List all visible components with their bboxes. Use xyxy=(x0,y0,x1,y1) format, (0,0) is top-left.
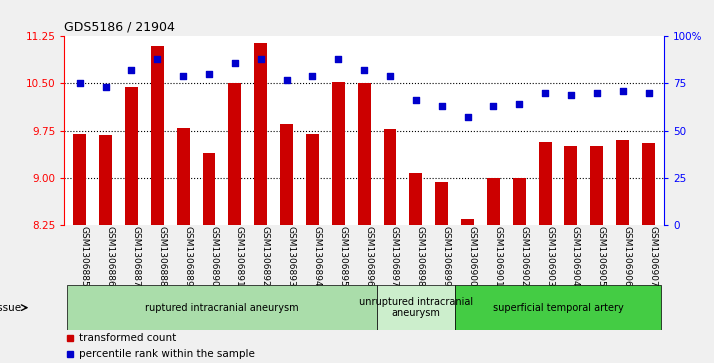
Point xyxy=(513,101,525,107)
Text: GSM1306887: GSM1306887 xyxy=(131,226,141,287)
Bar xyxy=(487,178,500,225)
Text: GSM1306895: GSM1306895 xyxy=(338,226,347,287)
Text: GSM1306906: GSM1306906 xyxy=(623,226,632,287)
Bar xyxy=(513,178,526,225)
Bar xyxy=(99,135,112,225)
Point xyxy=(488,103,499,109)
Bar xyxy=(461,219,474,225)
Point xyxy=(539,90,550,96)
Point xyxy=(281,77,292,83)
Text: GSM1306886: GSM1306886 xyxy=(106,226,115,287)
Text: GSM1306894: GSM1306894 xyxy=(313,226,321,287)
Point xyxy=(591,90,603,96)
Bar xyxy=(455,285,661,330)
Text: GSM1306907: GSM1306907 xyxy=(648,226,658,287)
Text: GSM1306896: GSM1306896 xyxy=(364,226,373,287)
Bar xyxy=(332,82,345,225)
Text: GSM1306889: GSM1306889 xyxy=(183,226,192,287)
Bar xyxy=(176,127,190,225)
Text: GSM1306897: GSM1306897 xyxy=(390,226,399,287)
Text: GSM1306885: GSM1306885 xyxy=(80,226,89,287)
Text: GSM1306901: GSM1306901 xyxy=(493,226,503,287)
Point xyxy=(410,98,421,103)
Text: ruptured intracranial aneurysm: ruptured intracranial aneurysm xyxy=(145,303,298,313)
Text: superficial temporal artery: superficial temporal artery xyxy=(493,303,623,313)
Point xyxy=(358,68,370,73)
Bar xyxy=(616,140,629,225)
Bar xyxy=(538,142,551,225)
Point xyxy=(565,92,577,98)
Point xyxy=(643,90,654,96)
Text: unruptured intracranial
aneurysm: unruptured intracranial aneurysm xyxy=(358,297,473,318)
Bar xyxy=(151,46,164,225)
Bar xyxy=(306,134,319,225)
Point xyxy=(384,73,396,79)
Text: GSM1306890: GSM1306890 xyxy=(209,226,218,287)
Point xyxy=(100,84,111,90)
Bar xyxy=(358,83,371,225)
Point xyxy=(333,56,344,62)
Text: GSM1306892: GSM1306892 xyxy=(261,226,270,287)
Bar xyxy=(642,143,655,225)
Point xyxy=(307,73,318,79)
Text: GSM1306899: GSM1306899 xyxy=(442,226,451,287)
Bar xyxy=(590,146,603,225)
Text: GSM1306903: GSM1306903 xyxy=(545,226,554,287)
Point xyxy=(229,60,241,66)
Text: GSM1306891: GSM1306891 xyxy=(235,226,244,287)
Text: transformed count: transformed count xyxy=(79,334,176,343)
Bar xyxy=(228,83,241,225)
Point xyxy=(178,73,189,79)
Bar xyxy=(436,182,448,225)
Bar xyxy=(383,129,396,225)
Point xyxy=(126,68,137,73)
Text: GSM1306898: GSM1306898 xyxy=(416,226,425,287)
Text: GSM1306902: GSM1306902 xyxy=(519,226,528,287)
Point xyxy=(203,71,215,77)
Text: GDS5186 / 21904: GDS5186 / 21904 xyxy=(64,21,175,34)
Text: GSM1306905: GSM1306905 xyxy=(597,226,605,287)
Bar xyxy=(203,153,216,225)
Text: GSM1306900: GSM1306900 xyxy=(468,226,476,287)
Bar xyxy=(377,285,455,330)
Text: tissue: tissue xyxy=(0,303,22,313)
Text: GSM1306904: GSM1306904 xyxy=(571,226,580,287)
Point xyxy=(255,56,266,62)
Bar xyxy=(409,173,422,225)
Text: GSM1306893: GSM1306893 xyxy=(286,226,296,287)
Text: GSM1306888: GSM1306888 xyxy=(157,226,166,287)
Bar xyxy=(565,146,578,225)
Text: percentile rank within the sample: percentile rank within the sample xyxy=(79,349,255,359)
Bar xyxy=(254,42,267,225)
Bar xyxy=(280,125,293,225)
Point xyxy=(617,88,628,94)
Point xyxy=(151,56,163,62)
Bar xyxy=(125,87,138,225)
Point xyxy=(436,103,448,109)
Point xyxy=(74,81,86,86)
Bar xyxy=(74,134,86,225)
Point xyxy=(462,115,473,121)
Bar xyxy=(67,285,377,330)
